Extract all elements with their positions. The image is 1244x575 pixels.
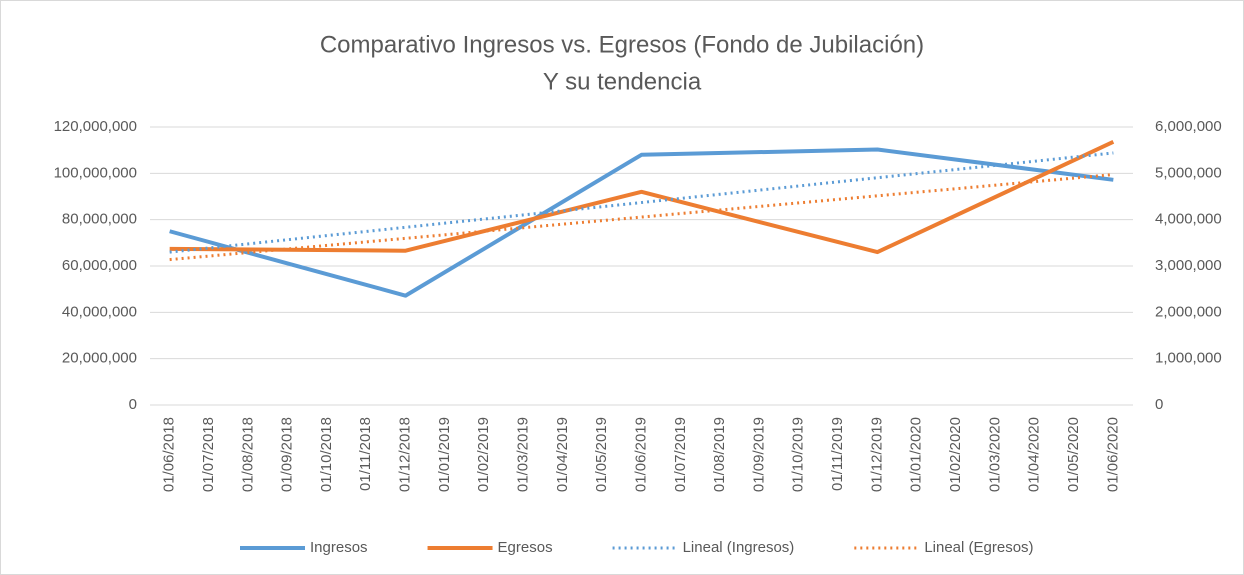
x-tick-label: 01/12/2019 [868, 417, 885, 492]
y2-tick-label: 6,000,000 [1155, 118, 1222, 135]
y2-tick-label: 5,000,000 [1155, 164, 1222, 181]
x-tick-label: 01/01/2020 [908, 417, 925, 492]
x-tick-label: 01/07/2018 [200, 417, 217, 492]
chart-subtitle: Y su tendencia [543, 68, 702, 95]
legend-label: Ingresos [310, 539, 368, 556]
x-tick-label: 01/03/2020 [986, 417, 1003, 492]
x-tick-label: 01/04/2020 [1026, 417, 1043, 492]
legend-label: Lineal (Egresos) [924, 539, 1033, 556]
y-tick-label: 100,000,000 [54, 164, 137, 181]
x-tick-label: 01/05/2020 [1065, 417, 1082, 492]
y-tick-label: 0 [129, 396, 137, 413]
x-tick-label: 01/12/2018 [397, 417, 414, 492]
trend-line [169, 173, 1114, 262]
x-tick-label: 01/10/2018 [318, 417, 335, 492]
series-line [169, 147, 1114, 298]
y2-tick-label: 3,000,000 [1155, 257, 1222, 274]
x-tick-label: 01/06/2020 [1104, 417, 1121, 492]
y-tick-label: 60,000,000 [62, 257, 137, 274]
x-tick-label: 01/01/2019 [436, 417, 453, 492]
x-tick-label: 01/09/2018 [279, 417, 296, 492]
x-tick-label: 01/03/2019 [515, 417, 532, 492]
legend-label: Lineal (Ingresos) [683, 539, 795, 556]
series-line [169, 140, 1115, 255]
y-tick-label: 20,000,000 [62, 350, 137, 367]
x-tick-label: 01/08/2018 [239, 417, 256, 492]
x-tick-label: 01/04/2019 [554, 417, 571, 492]
y2-tick-label: 4,000,000 [1155, 211, 1222, 228]
y2-tick-label: 0 [1155, 396, 1163, 413]
x-tick-label: 01/02/2019 [475, 417, 492, 492]
y2-tick-label: 2,000,000 [1155, 303, 1222, 320]
trend-line [169, 151, 1114, 254]
x-tick-label: 01/11/2019 [829, 417, 846, 491]
y-tick-label: 80,000,000 [62, 211, 137, 228]
chart-title: Comparativo Ingresos vs. Egresos (Fondo … [320, 31, 924, 58]
y-tick-label: 120,000,000 [54, 118, 137, 135]
x-tick-label: 01/11/2018 [357, 417, 374, 491]
x-tick-label: 01/07/2019 [672, 417, 689, 492]
x-tick-label: 01/06/2019 [632, 417, 649, 492]
y-tick-label: 40,000,000 [62, 303, 137, 320]
x-tick-label: 01/10/2019 [790, 417, 807, 492]
legend-label: Egresos [498, 539, 553, 556]
x-tick-label: 01/09/2019 [750, 417, 767, 492]
x-tick-label: 01/02/2020 [947, 417, 964, 492]
x-tick-label: 01/06/2018 [161, 417, 178, 492]
x-tick-label: 01/05/2019 [593, 417, 610, 492]
x-tick-label: 01/08/2019 [711, 417, 728, 492]
y2-tick-label: 1,000,000 [1155, 350, 1222, 367]
